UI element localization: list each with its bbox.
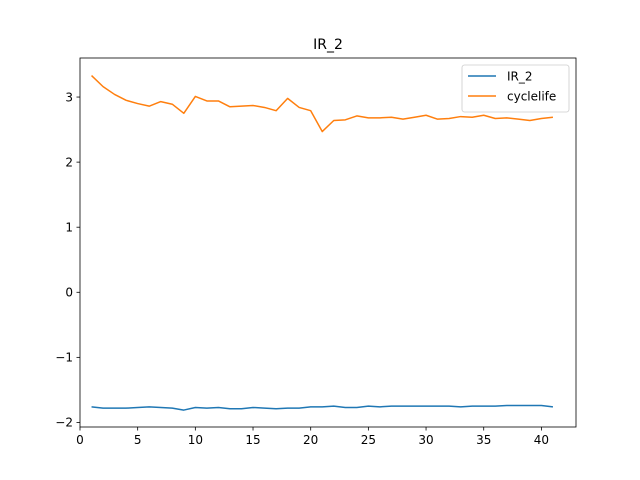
legend-label: IR_2 [507, 69, 533, 83]
x-tick-label: 5 [134, 433, 142, 447]
legend-label: cyclelife [507, 89, 556, 103]
axes: 0 5 10 15 20 25 30 35 40 −2 −1 0 1 2 3 [55, 57, 577, 447]
x-tick-label: 10 [188, 433, 203, 447]
x-tick-label: 25 [361, 433, 376, 447]
plot-area [91, 75, 554, 411]
x-tick-label: 20 [303, 433, 318, 447]
legend: IR_2 cyclelife [461, 64, 570, 113]
y-tick-label: −2 [55, 416, 73, 430]
y-tick-label: 2 [65, 155, 73, 169]
axes-frame [79, 57, 577, 428]
x-tick-label: 30 [418, 433, 433, 447]
x-tick-label: 15 [245, 433, 260, 447]
y-tick-label: 3 [65, 90, 73, 104]
chart-title: IR_2 [313, 37, 343, 53]
series-line-ir-2 [91, 404, 554, 411]
series-line-cyclelife [91, 75, 554, 133]
y-tick-label: −1 [55, 351, 73, 365]
x-tick-label: 40 [534, 433, 549, 447]
y-tick-label: 0 [65, 286, 73, 300]
y-tick-label: 1 [65, 221, 73, 235]
x-tick-label: 35 [476, 433, 491, 447]
x-tick-label: 0 [76, 433, 84, 447]
